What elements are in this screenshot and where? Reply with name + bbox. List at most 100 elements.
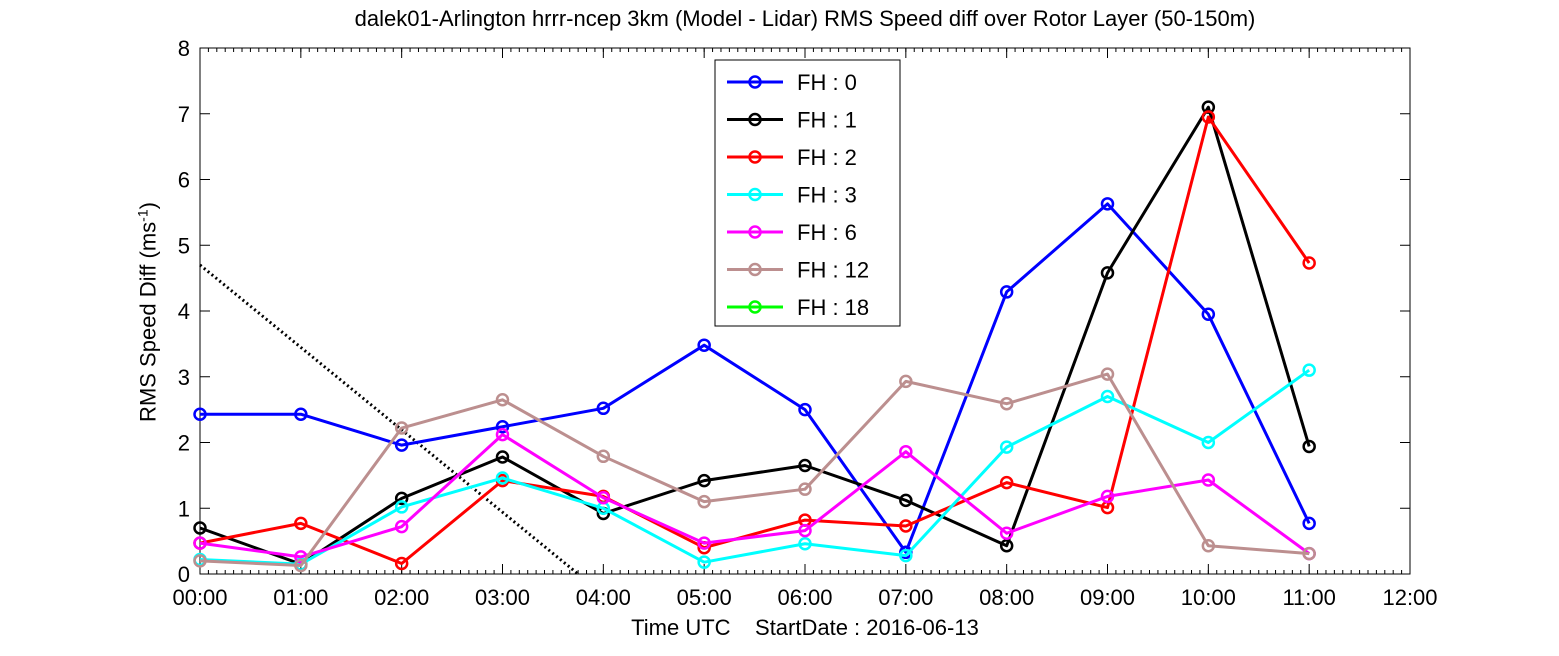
data-point	[899, 444, 913, 459]
legend-label: FH : 3	[797, 183, 857, 208]
legend-label: FH : 0	[797, 70, 857, 95]
data-point	[1201, 473, 1216, 487]
data-point	[394, 556, 409, 571]
legend-entry: FH : 1	[727, 108, 857, 133]
data-point	[697, 338, 711, 352]
legend-swatch-marker	[748, 150, 762, 164]
data-point	[1100, 266, 1115, 280]
data-point	[394, 491, 409, 506]
legend-entry: FH : 6	[727, 220, 857, 245]
data-point	[394, 519, 409, 534]
annotation-layer	[199, 263, 580, 576]
y-tick-label: 7	[178, 102, 190, 127]
data-point	[697, 494, 711, 509]
data-point	[697, 555, 711, 569]
y-tick-label: 4	[178, 299, 190, 324]
legend-swatch-marker	[748, 300, 762, 314]
data-point	[193, 407, 207, 421]
data-point	[999, 285, 1014, 299]
data-point	[1201, 307, 1216, 322]
data-point	[999, 440, 1014, 454]
data-point	[999, 396, 1014, 411]
data-point	[193, 536, 207, 550]
data-point	[193, 521, 207, 535]
series-line	[199, 105, 1311, 566]
data-point	[999, 538, 1014, 553]
data-point	[798, 402, 812, 417]
data-point	[495, 450, 510, 464]
series-line	[199, 372, 1310, 567]
legend-entry: FH : 0	[727, 70, 857, 95]
data-point	[193, 554, 207, 568]
legend-swatch-marker	[748, 225, 762, 239]
series-line	[199, 433, 1311, 559]
data-point	[999, 475, 1014, 490]
data-point	[1100, 489, 1115, 504]
legend-entry: FH : 18	[727, 295, 869, 320]
data-point	[1100, 197, 1115, 211]
data-point	[1100, 367, 1115, 381]
data-point	[294, 516, 308, 531]
data-point	[1201, 110, 1216, 124]
y-tick-label: 6	[178, 168, 190, 193]
y-axis-label: RMS Speed Diff (ms-1)	[134, 202, 161, 422]
data-point	[899, 374, 913, 389]
x-tick-label: 01:00	[273, 585, 328, 610]
data-point	[596, 401, 611, 416]
data-point	[899, 493, 913, 508]
data-point	[697, 536, 711, 550]
y-tick-label: 2	[178, 431, 190, 456]
y-tick-label: 1	[178, 496, 190, 521]
x-tick-label: 07:00	[878, 585, 933, 610]
data-point	[798, 537, 812, 551]
data-point	[495, 419, 510, 434]
x-tick-label: 02:00	[374, 585, 429, 610]
series-fh-12	[193, 367, 1316, 573]
x-tick-label: 08:00	[979, 585, 1034, 610]
legend-label: FH : 12	[797, 258, 869, 283]
legend-entry: FH : 2	[727, 145, 857, 170]
series-fh-6	[193, 427, 1316, 564]
data-point	[294, 558, 308, 573]
x-tick-label: 04:00	[576, 585, 631, 610]
data-point	[495, 471, 510, 485]
data-point	[798, 482, 812, 496]
data-point	[899, 548, 913, 563]
x-tick-label: 06:00	[777, 585, 832, 610]
x-tick-label: 12:00	[1382, 585, 1437, 610]
data-point	[1201, 538, 1216, 553]
dotted-reference-line	[199, 263, 580, 576]
axes: 00:00 01:00 02:00 03:00 04:00 05:00 06:00 07:00…	[172, 36, 1437, 610]
data-point	[798, 458, 812, 473]
y-tick-label: 3	[178, 365, 190, 390]
data-point	[899, 519, 913, 533]
x-tick-label: 10:00	[1181, 585, 1236, 610]
legend: FH : 0 FH : 1 FH : 2 FH : 3 FH : 6 FH : 12 FH …	[714, 59, 901, 327]
x-tick-label: 03:00	[475, 585, 530, 610]
data-point	[1302, 516, 1316, 531]
data-point	[596, 490, 611, 505]
data-point	[495, 427, 510, 442]
legend-swatch-marker	[748, 262, 762, 277]
x-tick-label: 05:00	[677, 585, 732, 610]
legend-entry: FH : 3	[727, 183, 857, 208]
data-point	[1201, 435, 1216, 450]
legend-label: FH : 1	[797, 108, 857, 133]
legend-label: FH : 6	[797, 220, 857, 245]
legend-swatch-marker	[748, 112, 762, 127]
data-point	[697, 473, 711, 488]
y-tick-label: 8	[178, 36, 190, 61]
legend-swatch-marker	[748, 75, 762, 89]
data-point	[999, 526, 1014, 540]
data-point	[394, 500, 409, 514]
x-axis-label: Time UTC StartDate : 2016-06-13	[631, 615, 979, 640]
series-line	[200, 202, 1311, 554]
data-point	[1302, 439, 1316, 454]
data-point	[394, 421, 409, 435]
data-point	[1302, 256, 1316, 270]
y-tick-label: 0	[178, 562, 190, 587]
data-point	[294, 407, 308, 421]
data-point	[1302, 546, 1316, 561]
x-tick-label: 09:00	[1080, 585, 1135, 610]
